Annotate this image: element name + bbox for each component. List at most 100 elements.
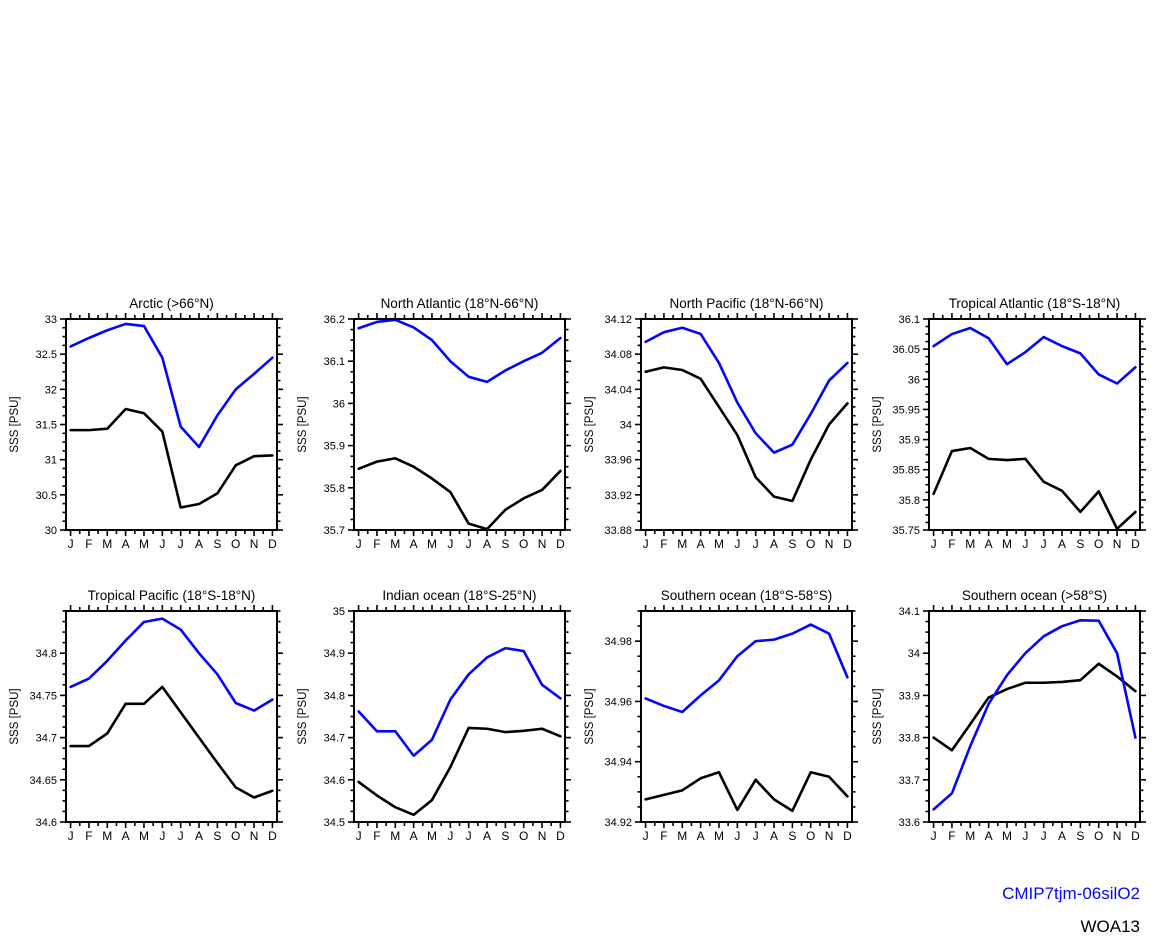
- x-tick-label: A: [1058, 829, 1066, 843]
- y-tick-label: 34.98: [604, 636, 632, 648]
- y-tick-label: 35.8: [324, 483, 345, 495]
- x-tick-label: A: [410, 829, 418, 843]
- panel-title: Tropical Atlantic (18°S-18°N): [949, 296, 1121, 311]
- y-tick-label: 35.75: [892, 525, 920, 537]
- x-tick-label: A: [985, 829, 993, 843]
- y-axis-label: SSS [PSU]: [9, 396, 21, 452]
- series-obs-line: [932, 446, 1137, 531]
- y-axis-label: SSS [PSU]: [297, 688, 309, 744]
- x-tick-label: M: [714, 829, 724, 843]
- y-tick-label: 33.96: [604, 455, 632, 467]
- x-tick-label: N: [825, 829, 834, 843]
- y-tick-label: 33: [45, 314, 57, 326]
- y-axis-label: SSS [PSU]: [584, 396, 596, 452]
- y-tick-label: 34.94: [604, 757, 632, 769]
- y-tick-label: 34.75: [29, 690, 57, 702]
- x-tick-label: S: [213, 829, 221, 843]
- x-tick-label: J: [753, 537, 759, 551]
- x-tick-label: J: [643, 829, 649, 843]
- x-tick-label: J: [931, 537, 937, 551]
- y-tick-label: 35: [333, 606, 345, 618]
- y-tick-label: 34.12: [604, 314, 632, 326]
- series-model-line: [932, 326, 1137, 385]
- series-obs-line: [69, 685, 274, 799]
- panel-title: Indian ocean (18°S-25°N): [382, 588, 536, 603]
- plot-frame: [640, 610, 853, 823]
- y-tick-label: 32.5: [36, 349, 57, 361]
- x-tick-label: J: [447, 537, 453, 551]
- axis-ticks: [923, 605, 1146, 828]
- series-model-line: [932, 618, 1137, 811]
- x-tick-label: M: [1002, 829, 1012, 843]
- series-model-line: [69, 617, 274, 712]
- x-tick-label: N: [538, 829, 547, 843]
- x-tick-label: A: [697, 829, 705, 843]
- x-tick-label: A: [122, 537, 130, 551]
- series-obs-line: [932, 662, 1137, 752]
- x-tick-label: J: [734, 829, 740, 843]
- y-tick-label: 34: [908, 648, 920, 660]
- x-tick-label: S: [213, 537, 221, 551]
- x-tick-label: D: [1131, 829, 1140, 843]
- x-tick-label: D: [268, 537, 277, 551]
- y-tick-label: 35.85: [892, 465, 920, 477]
- x-tick-label: F: [85, 537, 92, 551]
- x-tick-label: F: [948, 537, 955, 551]
- x-tick-label: A: [195, 829, 203, 843]
- x-tick-label: S: [788, 829, 796, 843]
- series-model-line: [644, 623, 849, 714]
- panel-title: North Atlantic (18°N-66°N): [381, 296, 539, 311]
- x-tick-label: J: [931, 829, 937, 843]
- x-tick-label: J: [68, 829, 74, 843]
- y-tick-label: 34.6: [36, 817, 57, 829]
- series-obs-line: [69, 407, 274, 509]
- y-tick-label: 36.2: [324, 314, 345, 326]
- x-tick-label: J: [178, 829, 184, 843]
- y-tick-label: 33.6: [899, 817, 920, 829]
- plot-frame: [928, 610, 1141, 823]
- x-tick-label: O: [231, 537, 240, 551]
- x-tick-label: A: [483, 537, 491, 551]
- x-tick-label: J: [178, 537, 184, 551]
- y-tick-label: 30.5: [36, 490, 57, 502]
- y-tick-label: 36.1: [324, 356, 345, 368]
- x-tick-label: J: [159, 829, 165, 843]
- x-tick-label: A: [483, 829, 491, 843]
- x-tick-label: S: [501, 537, 509, 551]
- axis-ticks: [60, 313, 283, 536]
- x-tick-label: D: [843, 537, 852, 551]
- series-model-line: [357, 646, 562, 758]
- series-model-line: [69, 322, 274, 449]
- x-tick-label: O: [519, 829, 528, 843]
- y-tick-label: 34.9: [324, 648, 345, 660]
- panel-title: Arctic (>66°N): [129, 296, 214, 311]
- y-tick-label: 33.8: [899, 733, 920, 745]
- x-tick-label: F: [948, 829, 955, 843]
- x-tick-label: M: [139, 829, 149, 843]
- y-tick-label: 34.65: [29, 775, 57, 787]
- x-tick-label: N: [1113, 537, 1122, 551]
- x-tick-label: N: [1113, 829, 1122, 843]
- x-tick-label: O: [1094, 829, 1103, 843]
- y-tick-label: 34: [620, 420, 632, 432]
- y-tick-label: 33.92: [604, 490, 632, 502]
- x-tick-label: A: [985, 537, 993, 551]
- plot-frame: [65, 610, 278, 823]
- legend-model-label: CMIP7tjm-06silO2: [1002, 884, 1140, 903]
- x-tick-label: F: [373, 537, 380, 551]
- series-model-line: [644, 326, 849, 454]
- x-tick-label: N: [250, 829, 259, 843]
- x-tick-label: J: [753, 829, 759, 843]
- x-tick-label: J: [643, 537, 649, 551]
- x-tick-label: S: [1076, 829, 1084, 843]
- panel-title: Southern ocean (18°S-58°S): [661, 588, 832, 603]
- x-tick-label: O: [231, 829, 240, 843]
- y-tick-label: 31.5: [36, 420, 57, 432]
- x-tick-label: M: [390, 537, 400, 551]
- y-axis-label: SSS [PSU]: [872, 688, 884, 744]
- x-tick-label: J: [466, 829, 472, 843]
- x-tick-label: D: [843, 829, 852, 843]
